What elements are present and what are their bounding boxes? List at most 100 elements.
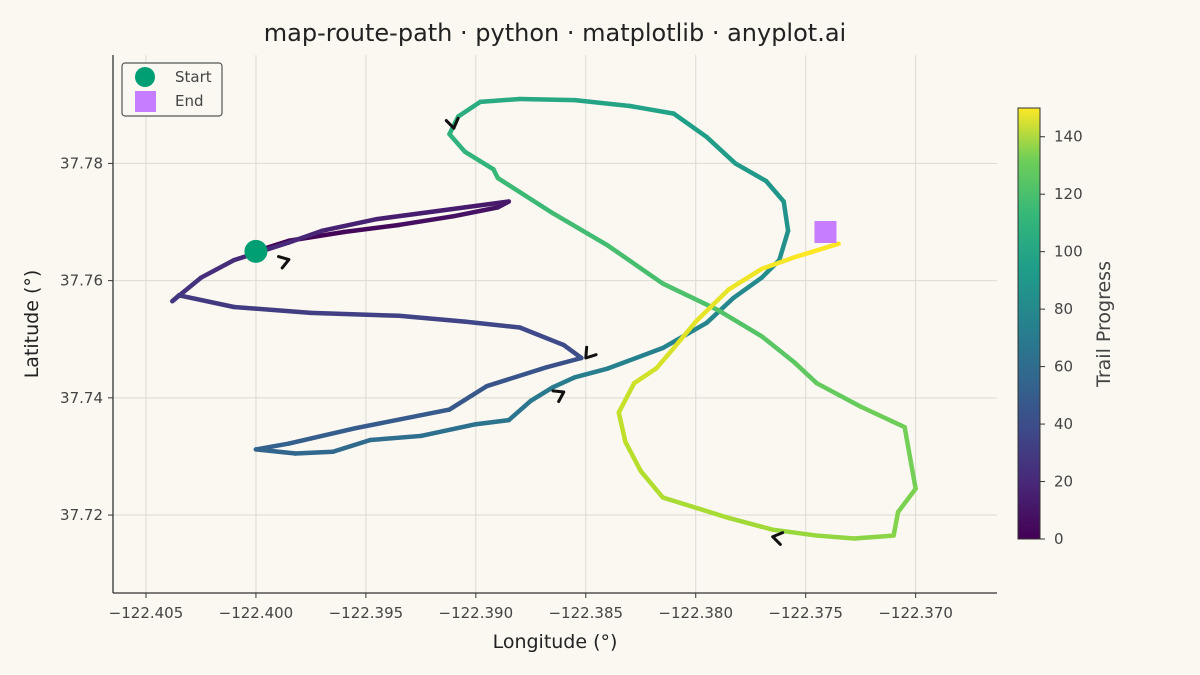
- route-segment: [726, 515, 775, 532]
- colorbar-tick-label: 140: [1054, 128, 1083, 146]
- legend-end-marker: [135, 91, 156, 112]
- route-segment: [506, 398, 534, 423]
- end-marker: [814, 220, 837, 243]
- route-segment: [286, 426, 358, 446]
- route-segment: [638, 468, 666, 500]
- y-tick-label: 37.74: [60, 389, 103, 407]
- route-segment: [660, 281, 720, 313]
- route-segment: [704, 134, 738, 166]
- legend-start-marker: [135, 67, 155, 87]
- route-segment: [550, 210, 611, 248]
- route-segment: [858, 404, 907, 430]
- route-segment: [396, 213, 457, 228]
- route-segment: [293, 449, 336, 456]
- route-segment: [495, 175, 556, 216]
- colorbar-tick-label: 120: [1054, 185, 1083, 203]
- route-segment: [671, 111, 709, 140]
- legend: Start End: [121, 62, 223, 117]
- route-segment: [616, 380, 637, 415]
- route-segment: [286, 228, 325, 245]
- route-segment: [451, 205, 501, 219]
- colorbar-ticks: 0 20 40 60 80 100 120 140: [1040, 128, 1083, 548]
- colorbar-tick-label: 20: [1054, 473, 1073, 491]
- route-segment: [550, 375, 578, 390]
- route-segment: [605, 243, 666, 286]
- x-axis-label: Longitude (°): [493, 631, 618, 653]
- route-segment: [253, 447, 298, 456]
- route-segment: [447, 383, 490, 412]
- route-segment: [814, 533, 857, 541]
- x-axis-ticks: −122.405 −122.400 −122.395 −122.390 −122.385…: [109, 593, 953, 622]
- y-axis-ticks: 37.72 37.74 37.76 37.78: [60, 154, 113, 524]
- route-segment: [781, 199, 791, 234]
- direction-arrow: [551, 389, 566, 404]
- grid-lines: [113, 55, 997, 593]
- route-segment: [308, 310, 402, 319]
- direction-arrow: [444, 116, 460, 130]
- route-path: [170, 96, 918, 541]
- route-segment: [792, 241, 841, 260]
- route-segment: [543, 355, 584, 370]
- route-segment: [671, 319, 698, 351]
- route-segment: [447, 131, 468, 154]
- route-segment: [368, 433, 424, 443]
- route-segment: [763, 178, 786, 204]
- route-segment: [660, 495, 731, 521]
- route-segment: [455, 99, 483, 119]
- route-segment: [572, 97, 633, 109]
- colorbar-gradient: [1017, 107, 1041, 540]
- route-segment: [477, 96, 523, 105]
- x-tick-label: −122.375: [768, 604, 843, 622]
- route-segment: [231, 304, 314, 316]
- route-segment: [528, 385, 556, 404]
- colorbar: 0 20 40 60 80 100 120 140 Trail Progress: [1017, 107, 1115, 548]
- direction-arrows: [277, 116, 785, 546]
- route-segment: [352, 407, 452, 431]
- colorbar-tick-label: 0: [1054, 530, 1064, 548]
- route-segment: [462, 149, 496, 172]
- x-tick-label: −122.370: [878, 604, 953, 622]
- route-segment: [605, 345, 666, 371]
- colorbar-tick-label: 40: [1054, 415, 1073, 433]
- route-segment: [730, 275, 764, 301]
- route-segment: [693, 287, 731, 324]
- x-tick-label: −122.380: [658, 604, 733, 622]
- x-tick-label: −122.395: [329, 604, 404, 622]
- route-segment: [902, 424, 918, 491]
- y-tick-label: 37.78: [60, 154, 103, 172]
- route-segment: [517, 96, 578, 103]
- route-segment: [176, 293, 237, 310]
- route-segment: [484, 365, 549, 389]
- y-tick-label: 37.76: [60, 272, 103, 290]
- route-segment: [891, 509, 901, 538]
- colorbar-label: Trail Progress: [1093, 261, 1115, 388]
- route-segment: [330, 437, 373, 455]
- route-segment: [572, 366, 611, 380]
- colorbar-tick-label: 100: [1054, 243, 1083, 261]
- x-tick-label: −122.405: [109, 604, 184, 622]
- legend-start-label: Start: [175, 68, 212, 86]
- route-segment: [396, 313, 468, 324]
- colorbar-tick-label: 60: [1054, 358, 1073, 376]
- route-segment: [733, 161, 769, 184]
- route-segment: [517, 325, 567, 348]
- direction-arrow: [771, 531, 785, 546]
- route-segment: [759, 334, 797, 365]
- route-segment: [814, 380, 863, 409]
- chart-title: map-route-path · python · matplotlib · a…: [264, 19, 846, 47]
- route-segment: [777, 228, 791, 263]
- route-segment: [616, 410, 628, 445]
- route-segment: [198, 257, 237, 280]
- route-segment: [319, 216, 380, 234]
- route-segment: [374, 205, 468, 222]
- start-marker: [244, 239, 268, 263]
- colorbar-tick-label: 80: [1054, 300, 1073, 318]
- direction-arrow: [584, 345, 598, 360]
- route-segment: [895, 486, 918, 515]
- route-markers: [244, 220, 837, 263]
- route-segment: [341, 222, 402, 235]
- route-segment: [770, 527, 819, 538]
- route-segment: [715, 307, 764, 339]
- legend-end-label: End: [175, 92, 204, 110]
